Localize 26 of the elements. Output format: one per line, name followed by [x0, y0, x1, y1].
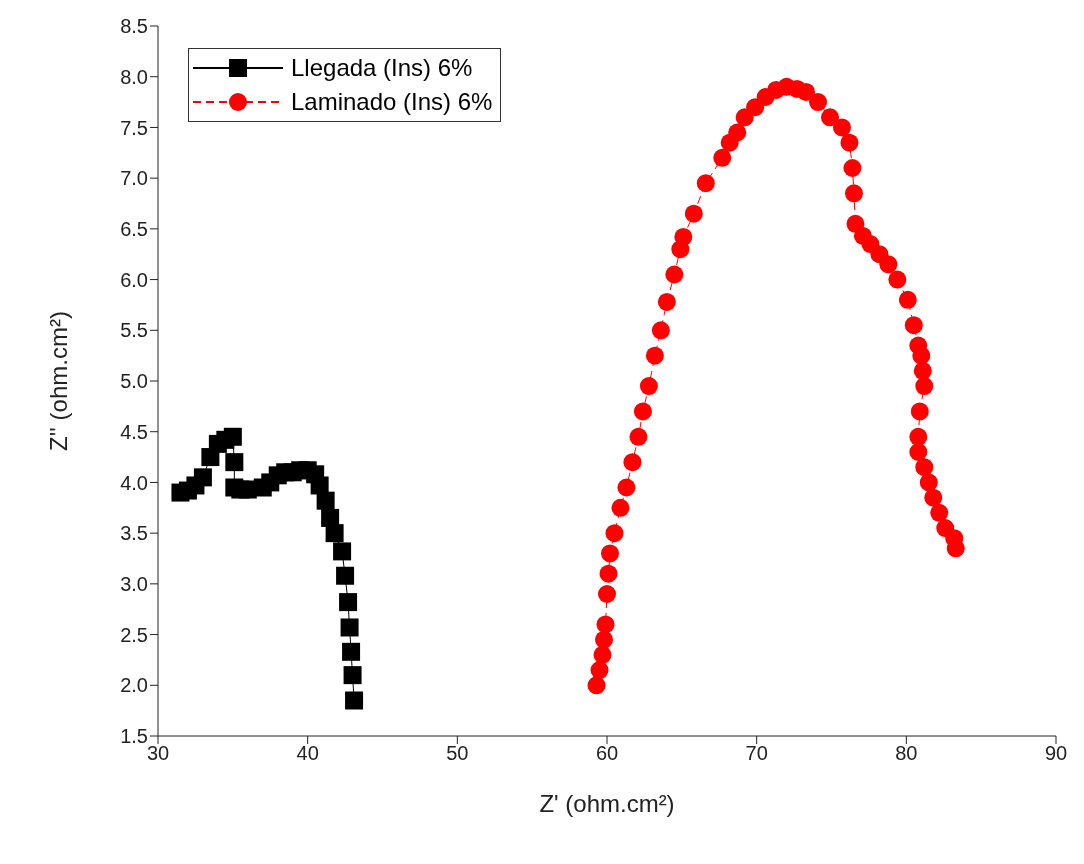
y-tick-label: 6.0: [120, 268, 148, 291]
x-tick-label: 60: [595, 742, 619, 765]
x-tick-label: 30: [146, 742, 170, 765]
legend-label: Llegada (Ins) 6%: [291, 53, 473, 83]
y-tick-label: 2.0: [120, 674, 148, 697]
y-tick-label: 2.5: [120, 623, 148, 646]
y-tick-label: 8.5: [120, 15, 148, 38]
y-tick-label: 5.0: [120, 370, 148, 393]
y-tick-label: 7.0: [120, 167, 148, 190]
y-axis-title: Z'' (ohm.cm²): [44, 311, 72, 451]
y-tick-label: 8.0: [120, 65, 148, 88]
y-tick-label: 3.5: [120, 522, 148, 545]
legend-label: Laminado (Ins) 6%: [291, 87, 493, 117]
y-tick-label: 4.0: [120, 471, 148, 494]
y-tick-label: 7.5: [120, 116, 148, 139]
x-tick-label: 70: [745, 742, 768, 765]
y-tick-label: 5.5: [120, 319, 148, 342]
x-tick-label: 90: [1044, 742, 1068, 765]
x-tick-label: 80: [895, 742, 918, 765]
x-tick-label: 40: [296, 742, 319, 765]
y-tick-label: 1.5: [120, 725, 148, 748]
y-tick-label: 3.0: [120, 572, 148, 595]
y-tick-label: 6.5: [120, 217, 148, 240]
y-tick-label: 4.5: [120, 420, 148, 443]
x-tick-label: 50: [446, 742, 469, 765]
x-axis-title: Z' (ohm.cm²): [539, 790, 675, 817]
